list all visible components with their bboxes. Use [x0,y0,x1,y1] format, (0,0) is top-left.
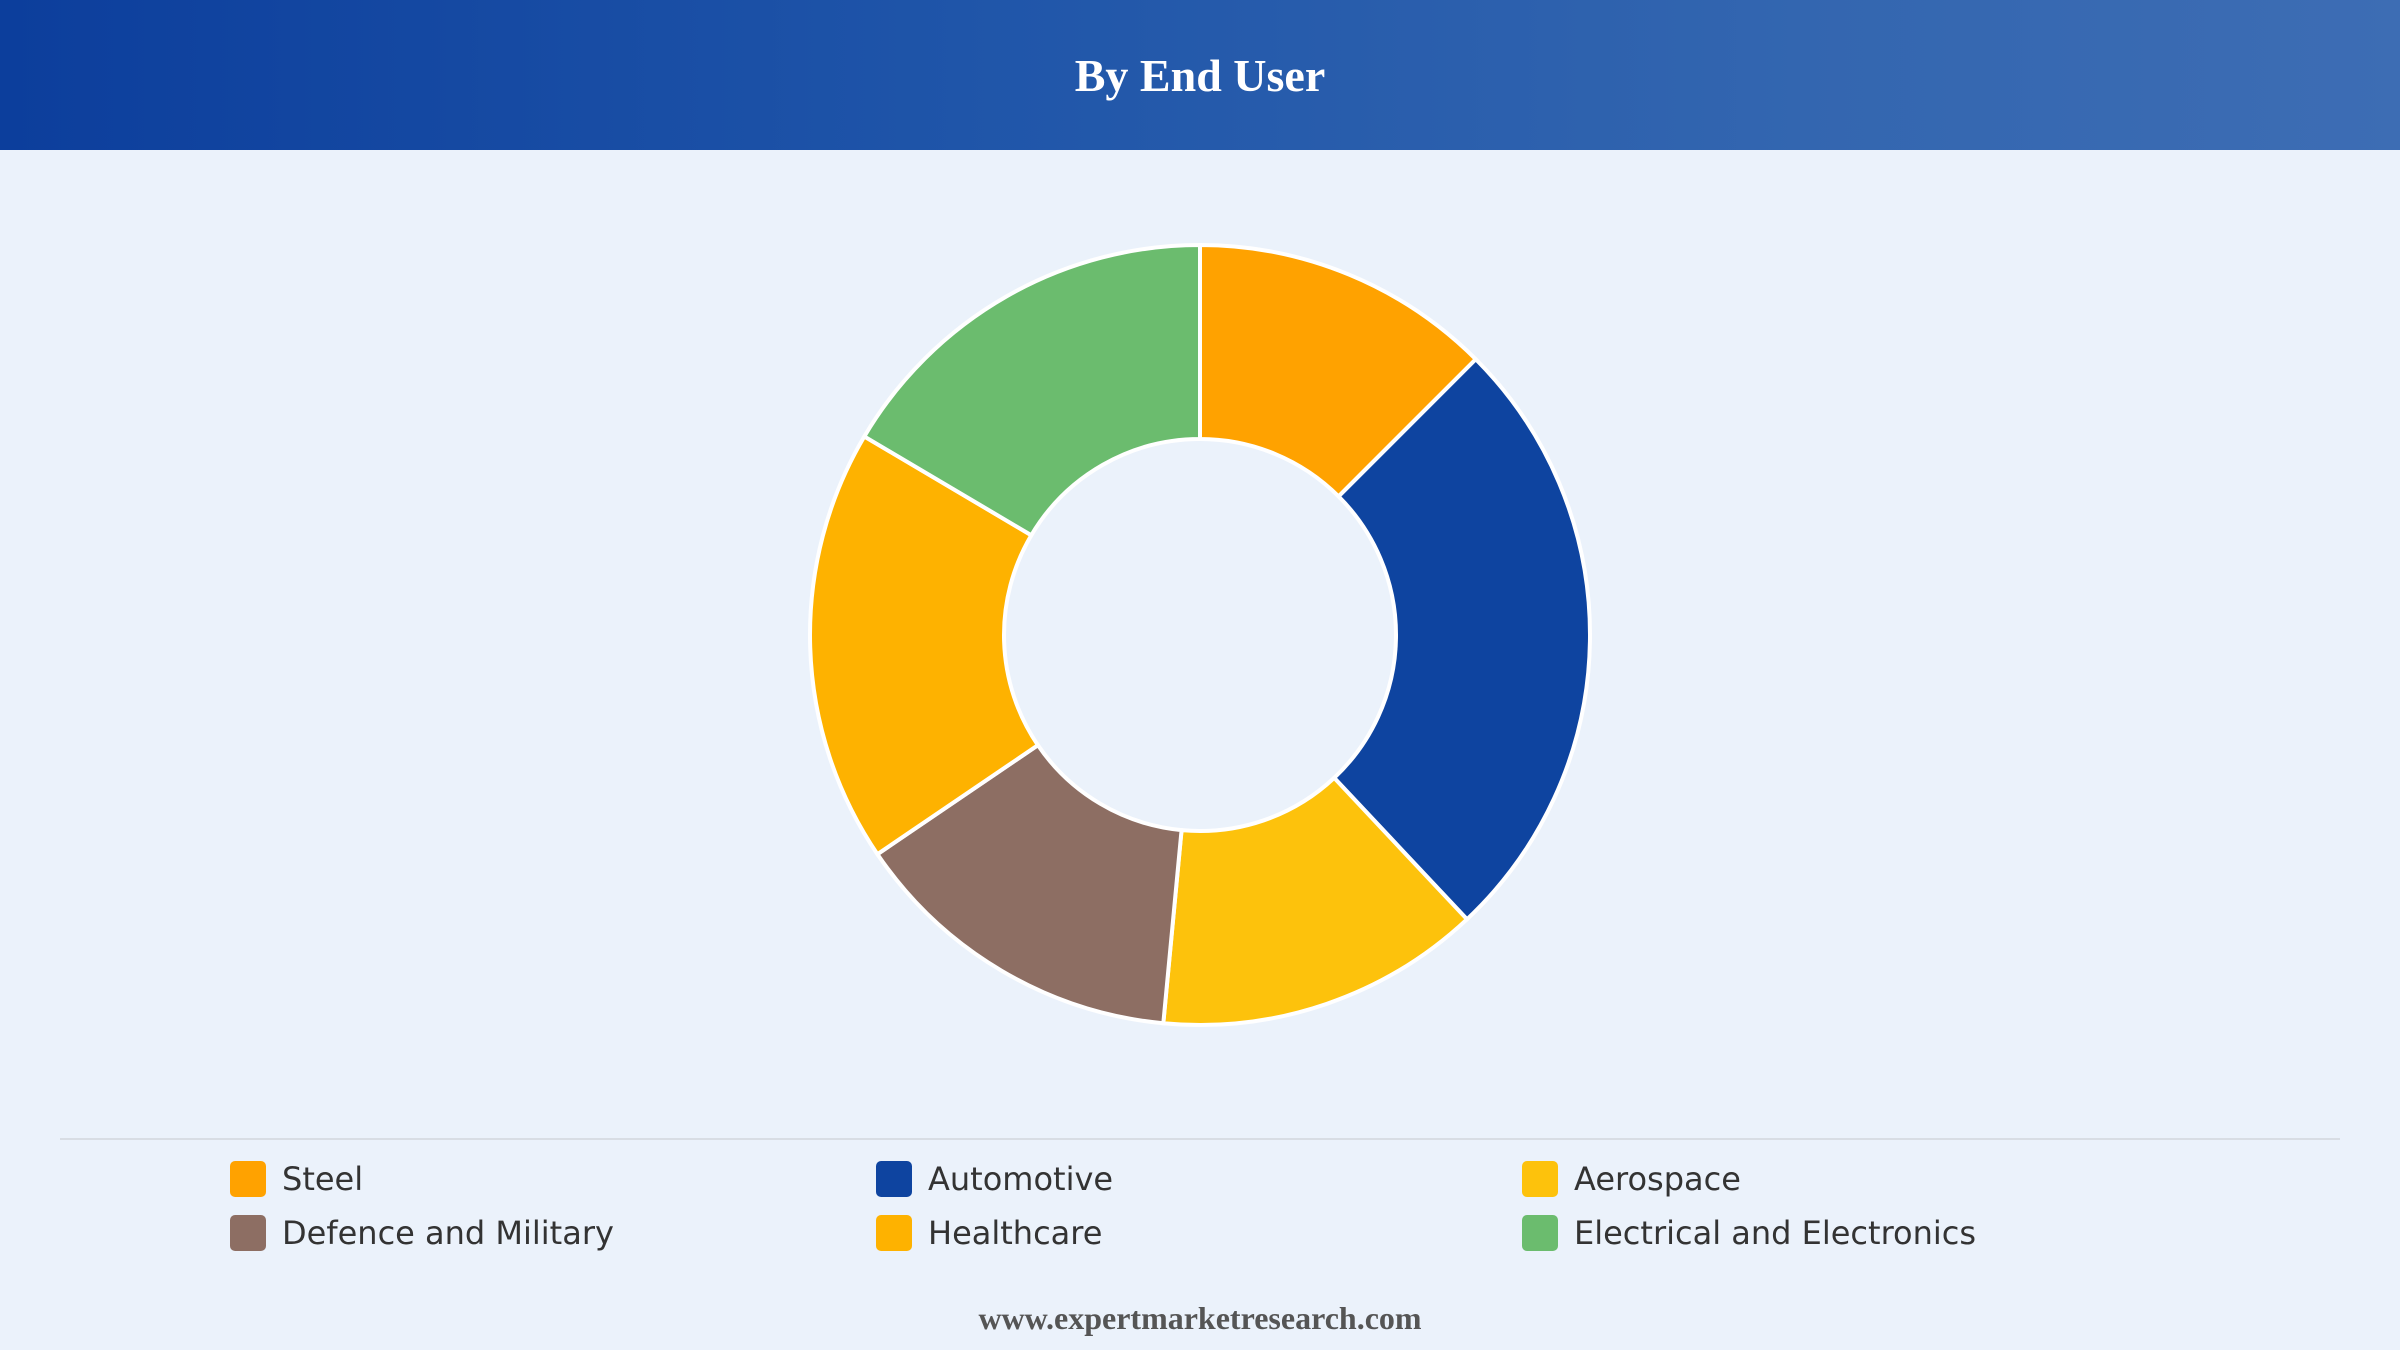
legend-item-automotive[interactable]: Automotive [876,1156,1113,1202]
donut-slice-electrical-and-electronics[interactable] [861,242,1202,538]
legend-label: Aerospace [1574,1160,1741,1198]
donut-chart [808,242,1592,1027]
donut-slice-aerospace[interactable] [1161,775,1470,1027]
donut-slice-defence-and-military[interactable] [874,742,1184,1026]
legend-label: Electrical and Electronics [1574,1214,1977,1252]
donut-slice-healthcare[interactable] [808,433,1041,857]
donut-slice-automotive[interactable] [1331,356,1592,923]
chart-area [0,150,2400,1130]
legend-item-steel[interactable]: Steel [230,1156,363,1202]
legend-swatch [1522,1215,1558,1251]
chart-title: By End User [1074,49,1326,101]
legend-label: Steel [282,1160,364,1198]
legend-swatch [230,1215,266,1251]
source-footer: www.expertmarketresearch.com [978,1300,1422,1336]
legend-swatch [1522,1161,1558,1197]
legend-item-defence-and-military[interactable]: Defence and Military [230,1210,614,1256]
legend-label: Defence and Military [282,1214,614,1252]
donut-slice-steel[interactable] [1198,242,1479,500]
legend-label: Healthcare [928,1214,1103,1252]
chart-header: By End User [0,0,2400,150]
legend-swatch [876,1161,912,1197]
legend-label: Automotive [928,1160,1114,1198]
legend-divider [60,1138,2340,1140]
legend-swatch [230,1161,266,1197]
legend-swatch [876,1215,912,1251]
legend-item-electrical-and-electronics[interactable]: Electrical and Electronics [1522,1210,1976,1256]
legend-item-aerospace[interactable]: Aerospace [1522,1156,1741,1202]
chart-legend: Steel Automotive Aerospace Defence and Mili… [0,1152,2400,1272]
legend-item-healthcare[interactable]: Healthcare [876,1210,1102,1256]
